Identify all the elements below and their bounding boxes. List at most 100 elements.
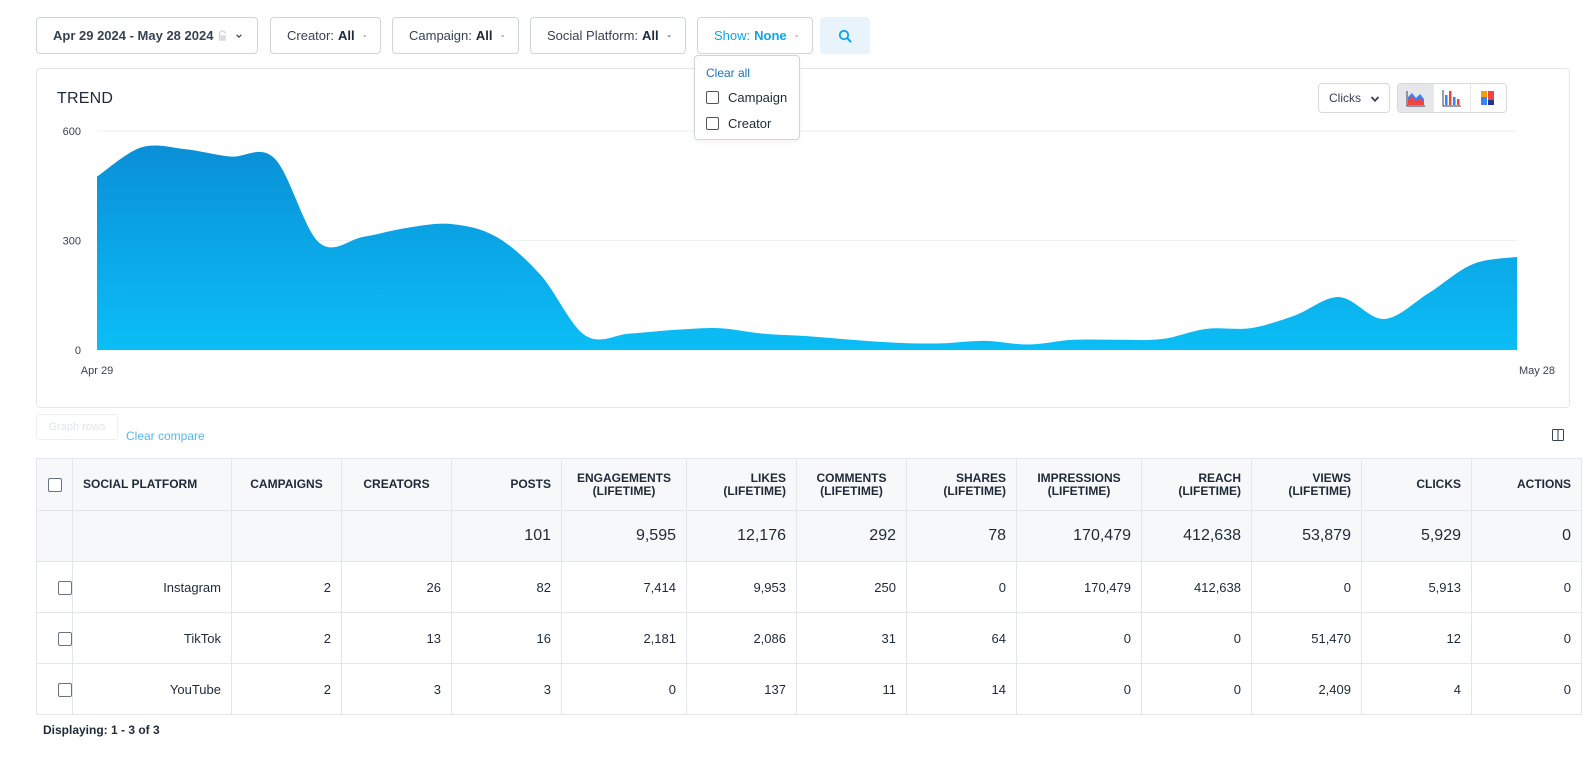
y-tick-label: 600 bbox=[63, 126, 81, 138]
table-cell: 11 bbox=[796, 663, 907, 715]
date-range-picker[interactable]: Apr 29 2024 - May 28 2024 bbox=[36, 17, 258, 54]
table-cell: 51,470 bbox=[1251, 612, 1362, 664]
table-cell: 16 bbox=[451, 612, 562, 664]
row-checkbox[interactable] bbox=[58, 682, 72, 697]
area-chart-button[interactable] bbox=[1398, 84, 1435, 112]
row-checkbox-cell[interactable] bbox=[36, 663, 73, 715]
search-icon bbox=[838, 29, 852, 42]
table-row[interactable]: Instagram 2 26 82 7,414 9,953 250 0 170,… bbox=[36, 561, 1582, 613]
table-cell: 0 bbox=[906, 561, 1017, 613]
chevron-down-icon bbox=[363, 34, 366, 37]
campaign-filter-label: Campaign: bbox=[409, 28, 472, 43]
totals-cell: 12,176 bbox=[686, 510, 797, 562]
row-checkbox-cell[interactable] bbox=[36, 561, 73, 613]
table-cell: 2 bbox=[231, 612, 342, 664]
column-header[interactable]: CLICKS bbox=[1361, 458, 1472, 511]
row-checkbox[interactable] bbox=[58, 631, 72, 646]
creator-filter[interactable]: Creator: All bbox=[270, 17, 381, 54]
show-option-creator[interactable]: Creator bbox=[706, 116, 771, 131]
column-header[interactable]: VIEWS (LIFETIME) bbox=[1251, 458, 1362, 511]
table-cell: 82 bbox=[451, 561, 562, 613]
table-cell: 7,414 bbox=[561, 561, 687, 613]
clear-all-link[interactable]: Clear all bbox=[706, 66, 751, 80]
clicks-series-area[interactable] bbox=[97, 145, 1517, 350]
clear-compare-link[interactable]: Clear compare bbox=[126, 429, 205, 443]
stacked-chart-button[interactable] bbox=[1471, 84, 1506, 112]
column-header[interactable]: CREATORS bbox=[341, 458, 452, 511]
table-cell: 2,181 bbox=[561, 612, 687, 664]
show-option-label: Campaign bbox=[728, 90, 788, 105]
social-platform-filter-label: Social Platform: bbox=[547, 28, 639, 43]
column-header[interactable]: POSTS bbox=[451, 458, 562, 511]
table-cell: 0 bbox=[1251, 561, 1362, 613]
show-filter[interactable]: Show: None bbox=[697, 17, 813, 54]
show-option-campaign[interactable]: Campaign bbox=[706, 90, 787, 105]
show-filter-value: None bbox=[754, 28, 787, 43]
metric-select[interactable]: Clicks bbox=[1318, 83, 1390, 113]
pagination-summary: Displaying: 1 - 3 of 3 bbox=[43, 723, 160, 737]
row-checkbox-cell[interactable] bbox=[36, 612, 73, 664]
table-row[interactable]: TikTok 2 13 16 2,181 2,086 31 64 0 0 51,… bbox=[36, 612, 1582, 664]
totals-cell: 292 bbox=[796, 510, 907, 562]
totals-cell: 9,595 bbox=[561, 510, 687, 562]
totals-cell: 0 bbox=[1471, 510, 1582, 562]
trend-chart: 0 300 600 Apr 29 May 28 bbox=[63, 126, 1555, 377]
table-cell: 0 bbox=[561, 663, 687, 715]
y-tick-label: 300 bbox=[63, 236, 81, 248]
column-header[interactable]: ENGAGEMENTS (LIFETIME) bbox=[561, 458, 687, 511]
bar-chart-button[interactable] bbox=[1434, 84, 1471, 112]
date-range-label: Apr 29 2024 - May 28 2024 bbox=[53, 28, 214, 43]
table-cell: 14 bbox=[906, 663, 1017, 715]
column-header[interactable]: COMMENTS (LIFETIME) bbox=[796, 458, 907, 511]
creator-filter-value: All bbox=[337, 28, 355, 43]
totals-cell bbox=[36, 510, 73, 562]
columns-icon[interactable] bbox=[1552, 429, 1564, 441]
table-cell: 137 bbox=[686, 663, 797, 715]
row-checkbox[interactable] bbox=[58, 580, 72, 595]
chevron-down-icon bbox=[667, 34, 671, 37]
table-row[interactable]: YouTube 2 3 3 0 137 11 14 0 0 2,409 4 0 bbox=[36, 663, 1582, 715]
lock-icon bbox=[219, 29, 227, 41]
stacked-chart-icon bbox=[1481, 91, 1495, 105]
search-button[interactable] bbox=[820, 17, 870, 54]
column-header[interactable]: SHARES (LIFETIME) bbox=[906, 458, 1017, 511]
area-chart-icon bbox=[1406, 91, 1425, 107]
column-header[interactable]: IMPRESSIONS (LIFETIME) bbox=[1016, 458, 1142, 511]
campaign-checkbox[interactable] bbox=[706, 91, 719, 104]
bar-chart-icon bbox=[1442, 90, 1461, 107]
table-cell: 4 bbox=[1361, 663, 1472, 715]
graph-rows-button[interactable]: Graph rows bbox=[36, 414, 118, 440]
y-tick-label: 0 bbox=[75, 345, 81, 357]
table-cell: 0 bbox=[1141, 663, 1252, 715]
table-cell: 26 bbox=[341, 561, 452, 613]
show-dropdown-menu: Clear all Campaign Creator bbox=[694, 55, 800, 140]
totals-row: 101 9,595 12,176 292 78 170,479 412,638 … bbox=[36, 510, 1582, 562]
x-tick-label: May 28 bbox=[1519, 365, 1555, 377]
column-header[interactable]: SOCIAL PLATFORM bbox=[72, 458, 232, 511]
column-header[interactable]: LIKES (LIFETIME) bbox=[686, 458, 797, 511]
column-header[interactable]: CAMPAIGNS bbox=[231, 458, 342, 511]
totals-cell: 101 bbox=[451, 510, 562, 562]
table-cell: 5,913 bbox=[1361, 561, 1472, 613]
table-cell: 0 bbox=[1471, 612, 1582, 664]
column-header[interactable]: ACTIONS bbox=[1471, 458, 1582, 511]
totals-cell: 412,638 bbox=[1141, 510, 1252, 562]
table-cell: 2,409 bbox=[1251, 663, 1362, 715]
chevron-down-icon bbox=[236, 33, 242, 38]
chevron-down-icon bbox=[1370, 96, 1380, 103]
select-all-checkbox[interactable] bbox=[47, 477, 62, 492]
totals-cell: 5,929 bbox=[1361, 510, 1472, 562]
table-cell: 2,086 bbox=[686, 612, 797, 664]
social-platform-filter[interactable]: Social Platform: All bbox=[530, 17, 686, 54]
select-all-checkbox-cell[interactable] bbox=[36, 458, 73, 511]
table-cell: 170,479 bbox=[1016, 561, 1142, 613]
totals-cell: 170,479 bbox=[1016, 510, 1142, 562]
table-cell: 64 bbox=[906, 612, 1017, 664]
campaign-filter-value: All bbox=[475, 28, 493, 43]
social-platform-filter-value: All bbox=[642, 28, 659, 43]
campaign-filter[interactable]: Campaign: All bbox=[392, 17, 519, 54]
creator-checkbox[interactable] bbox=[706, 117, 719, 130]
x-tick-label: Apr 29 bbox=[81, 365, 113, 377]
column-header[interactable]: REACH (LIFETIME) bbox=[1141, 458, 1252, 511]
totals-cell bbox=[72, 510, 232, 562]
